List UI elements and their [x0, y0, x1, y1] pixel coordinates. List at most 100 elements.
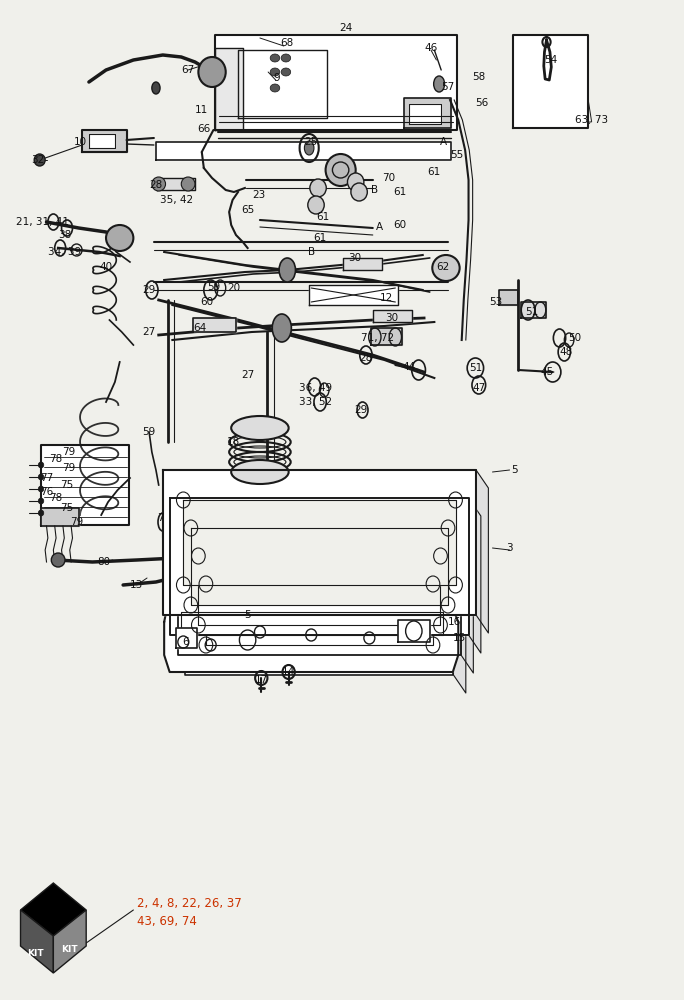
Ellipse shape [310, 179, 326, 197]
Polygon shape [398, 620, 430, 642]
Ellipse shape [279, 258, 295, 282]
Text: 3: 3 [506, 543, 513, 553]
Polygon shape [164, 605, 458, 672]
Text: 55: 55 [450, 150, 464, 160]
Text: KIT: KIT [27, 948, 44, 958]
Text: 59: 59 [142, 427, 156, 437]
Text: 12: 12 [380, 293, 393, 303]
Text: 77: 77 [40, 473, 53, 483]
Text: 9: 9 [274, 73, 280, 83]
Text: 78: 78 [49, 454, 63, 464]
Text: 71, 72: 71, 72 [361, 333, 394, 343]
Polygon shape [53, 910, 86, 973]
Text: 60: 60 [200, 297, 213, 307]
Ellipse shape [152, 177, 166, 191]
Text: 51: 51 [469, 363, 482, 373]
Text: 76: 76 [40, 487, 53, 497]
Polygon shape [176, 628, 197, 648]
Text: 54: 54 [544, 55, 557, 65]
Text: 80: 80 [97, 557, 111, 567]
Text: 15: 15 [453, 633, 466, 643]
Ellipse shape [432, 255, 460, 281]
Text: 35, 42: 35, 42 [160, 195, 193, 205]
Polygon shape [373, 310, 412, 322]
Text: 62: 62 [436, 262, 450, 272]
Polygon shape [193, 318, 236, 332]
Ellipse shape [272, 314, 291, 342]
Text: 44: 44 [402, 362, 416, 372]
Text: 66: 66 [197, 124, 211, 134]
Text: 50: 50 [568, 333, 581, 343]
Polygon shape [21, 910, 53, 973]
Polygon shape [170, 498, 469, 635]
Text: 7: 7 [157, 513, 164, 523]
Text: 61: 61 [313, 233, 327, 243]
Text: 32: 32 [31, 155, 44, 165]
Polygon shape [215, 48, 243, 130]
Polygon shape [238, 50, 327, 118]
Text: 59: 59 [207, 282, 220, 292]
Text: 79: 79 [70, 517, 83, 527]
Ellipse shape [270, 84, 280, 92]
Ellipse shape [38, 510, 44, 516]
Text: 46: 46 [424, 43, 438, 53]
Polygon shape [21, 883, 86, 936]
Ellipse shape [308, 196, 324, 214]
Text: 2, 4, 8, 22, 26, 37
43, 69, 74: 2, 4, 8, 22, 26, 37 43, 69, 74 [137, 898, 241, 928]
Ellipse shape [351, 183, 367, 201]
Polygon shape [513, 35, 588, 128]
Text: 21, 31, 41: 21, 31, 41 [16, 217, 69, 227]
Text: 28: 28 [149, 180, 163, 190]
Text: 18: 18 [227, 437, 241, 447]
Ellipse shape [106, 225, 133, 251]
Text: 58: 58 [472, 72, 486, 82]
Polygon shape [163, 470, 476, 615]
Text: 23: 23 [252, 190, 265, 200]
Polygon shape [371, 328, 402, 345]
Polygon shape [476, 470, 488, 633]
Text: 38: 38 [58, 230, 72, 240]
Polygon shape [41, 445, 129, 525]
Text: 30: 30 [384, 313, 398, 323]
Text: 11: 11 [195, 105, 209, 115]
Text: 28: 28 [359, 353, 373, 363]
Text: KIT: KIT [62, 946, 78, 954]
Text: B: B [308, 247, 315, 257]
Text: 29: 29 [142, 285, 156, 295]
Text: 40: 40 [99, 262, 113, 272]
Ellipse shape [326, 154, 356, 186]
Polygon shape [409, 104, 441, 124]
Polygon shape [453, 554, 466, 693]
Ellipse shape [231, 460, 289, 484]
Polygon shape [206, 584, 433, 645]
Text: 75: 75 [60, 503, 74, 513]
Text: 67: 67 [181, 65, 195, 75]
Polygon shape [191, 528, 448, 605]
Ellipse shape [34, 154, 45, 166]
Ellipse shape [198, 57, 226, 87]
Text: 36, 49: 36, 49 [300, 383, 332, 393]
Text: 79: 79 [62, 463, 75, 473]
Text: 61: 61 [428, 167, 441, 177]
Polygon shape [178, 526, 461, 655]
Text: 14: 14 [282, 667, 295, 677]
Text: 70: 70 [382, 173, 395, 183]
Polygon shape [183, 500, 456, 585]
Text: B: B [371, 185, 378, 195]
Text: 24: 24 [339, 23, 352, 33]
Text: 79: 79 [62, 447, 75, 457]
Polygon shape [156, 142, 451, 160]
Text: 16: 16 [448, 617, 462, 627]
Polygon shape [404, 98, 451, 128]
Polygon shape [469, 498, 481, 653]
Text: 33, 52: 33, 52 [300, 397, 332, 407]
Text: 45: 45 [540, 367, 554, 377]
Polygon shape [499, 290, 518, 305]
Ellipse shape [304, 141, 314, 155]
Text: 5: 5 [244, 610, 251, 620]
Ellipse shape [434, 76, 445, 92]
Text: 34, 39: 34, 39 [49, 247, 81, 257]
Ellipse shape [38, 474, 44, 480]
Polygon shape [89, 134, 115, 148]
Ellipse shape [270, 68, 280, 76]
